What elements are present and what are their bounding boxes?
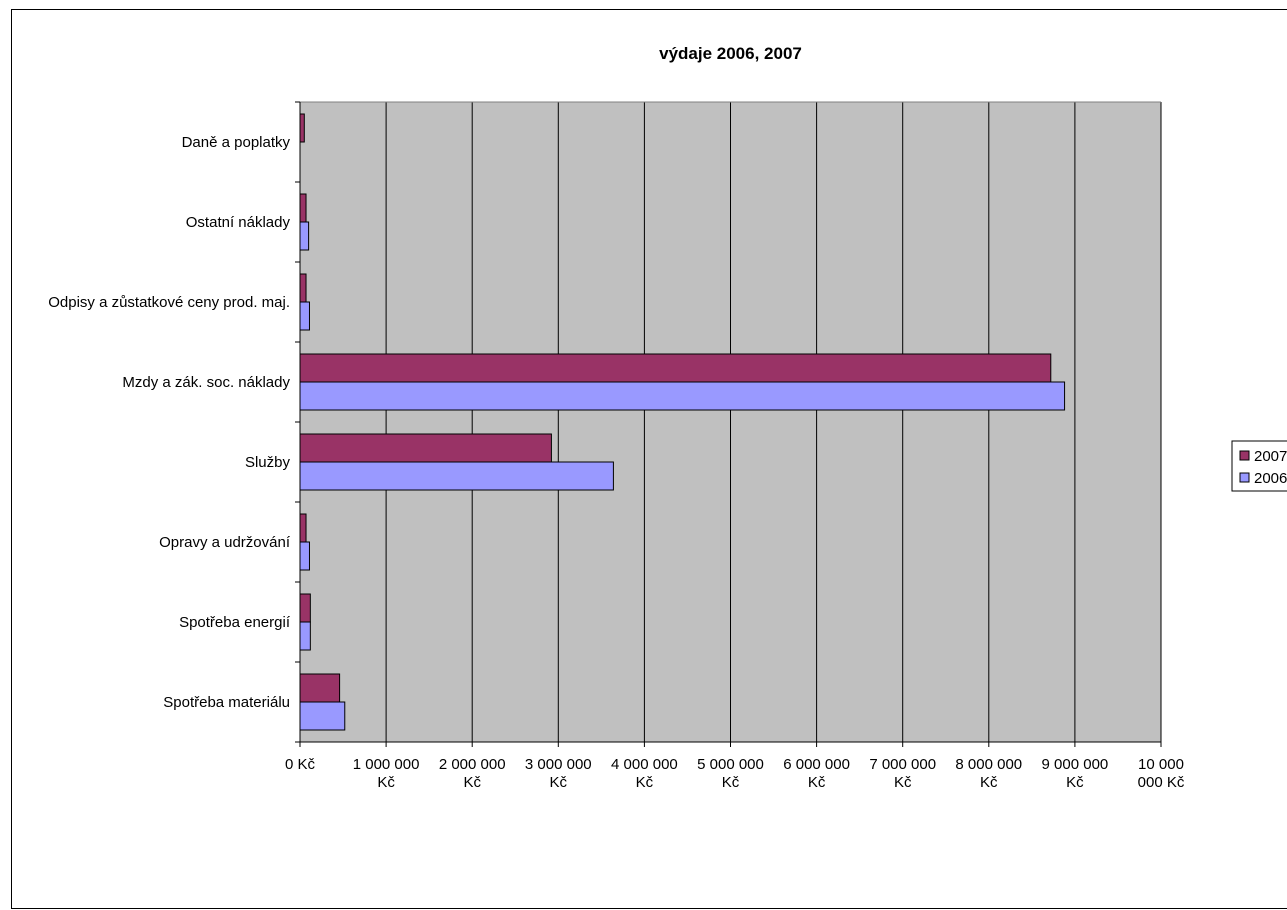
legend-label-2006: 2006 — [1254, 470, 1287, 487]
x-tick-label: 2 000 000 Kč — [439, 756, 506, 791]
bar-2006 — [299, 541, 310, 571]
x-tick-label-line: 9 000 000 — [1042, 756, 1109, 773]
bar-2007 — [299, 673, 341, 703]
bar-2007 — [299, 113, 305, 143]
x-tick-label-line: 10 000 — [1138, 756, 1184, 773]
x-tick-label: 6 000 000 Kč — [783, 756, 850, 791]
bar-2006 — [299, 381, 1066, 411]
x-tick-label-line: 7 000 000 — [869, 756, 936, 773]
chart-title: výdaje 2006, 2007 — [659, 44, 802, 63]
category-label: Spotřeba energií — [179, 614, 291, 631]
x-tick-label: 8 000 000 Kč — [955, 756, 1022, 791]
x-tick-label: 9 000 000 Kč — [1042, 756, 1109, 791]
x-tick-label-line: 000 Kč — [1138, 774, 1185, 791]
x-tick-label-line: Kč — [636, 774, 654, 791]
x-tick-label-line: 1 000 000 — [353, 756, 420, 773]
x-tick-label: 3 000 000 Kč — [525, 756, 592, 791]
x-tick-label-line: Kč — [377, 774, 395, 791]
bar-2006 — [299, 621, 311, 651]
bar-2006 — [299, 221, 310, 251]
x-tick-label-line: 6 000 000 — [783, 756, 850, 773]
x-tick-label-line: 0 Kč — [285, 756, 316, 773]
legend-label-2007: 2007 — [1254, 448, 1287, 465]
x-tick-label-line: 8 000 000 — [955, 756, 1022, 773]
bar-2006 — [299, 301, 310, 331]
legend-box — [1231, 440, 1287, 492]
x-tick-label-line: Kč — [463, 774, 481, 791]
bar-2006 — [299, 701, 346, 731]
category-label: Ostatní náklady — [186, 214, 291, 231]
x-tick-label: 7 000 000 Kč — [869, 756, 936, 791]
x-tick-label-line: Kč — [808, 774, 826, 791]
bar-2007 — [299, 273, 307, 303]
x-tick-label-line: 4 000 000 — [611, 756, 678, 773]
category-label: Odpisy a zůstatkové ceny prod. maj. — [48, 294, 290, 311]
category-label: Opravy a udržování — [159, 534, 291, 551]
x-tick-label-line: Kč — [980, 774, 998, 791]
category-label: Služby — [245, 454, 291, 471]
bar-2007 — [299, 193, 307, 223]
bar-2007 — [299, 433, 552, 463]
legend-swatch-2007 — [1239, 450, 1250, 461]
x-tick-label-line: 3 000 000 — [525, 756, 592, 773]
x-tick-label: 10 000 000 Kč — [1138, 756, 1185, 791]
x-tick-label: 4 000 000 Kč — [611, 756, 678, 791]
category-label: Daně a poplatky — [182, 134, 291, 151]
x-tick-label: 1 000 000 Kč — [353, 756, 420, 791]
x-tick-label: 5 000 000 Kč — [697, 756, 764, 791]
bar-chart: výdaje 2006, 2007 Daně a poplatky Ostatní … — [48, 44, 1287, 791]
bar-2006 — [299, 461, 614, 491]
x-tick-label-line: Kč — [550, 774, 568, 791]
chart-frame: výdaje 2006, 2007 Daně a poplatky Ostatní … — [11, 9, 1287, 909]
x-tick-label-line: Kč — [1066, 774, 1084, 791]
bar-2007 — [299, 353, 1052, 383]
x-tick-label-line: 5 000 000 — [697, 756, 764, 773]
bar-2007 — [299, 513, 307, 543]
category-label: Spotřeba materiálu — [163, 694, 290, 711]
x-tick-label: 0 Kč — [285, 756, 316, 773]
legend-swatch-2006 — [1239, 472, 1250, 483]
x-tick-label-line: Kč — [722, 774, 740, 791]
x-tick-label-line: 2 000 000 — [439, 756, 506, 773]
category-label: Mzdy a zák. soc. náklady — [122, 374, 290, 391]
x-tick-label-line: Kč — [894, 774, 912, 791]
bar-2007 — [299, 593, 311, 623]
